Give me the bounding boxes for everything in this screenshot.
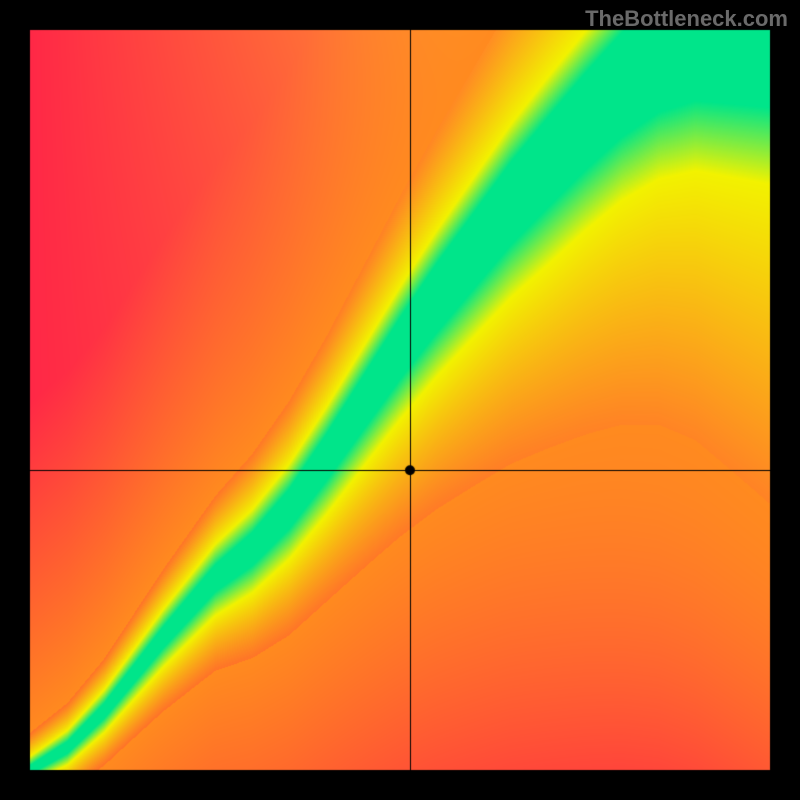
heatmap-canvas	[0, 0, 800, 800]
watermark-text: TheBottleneck.com	[585, 6, 788, 32]
